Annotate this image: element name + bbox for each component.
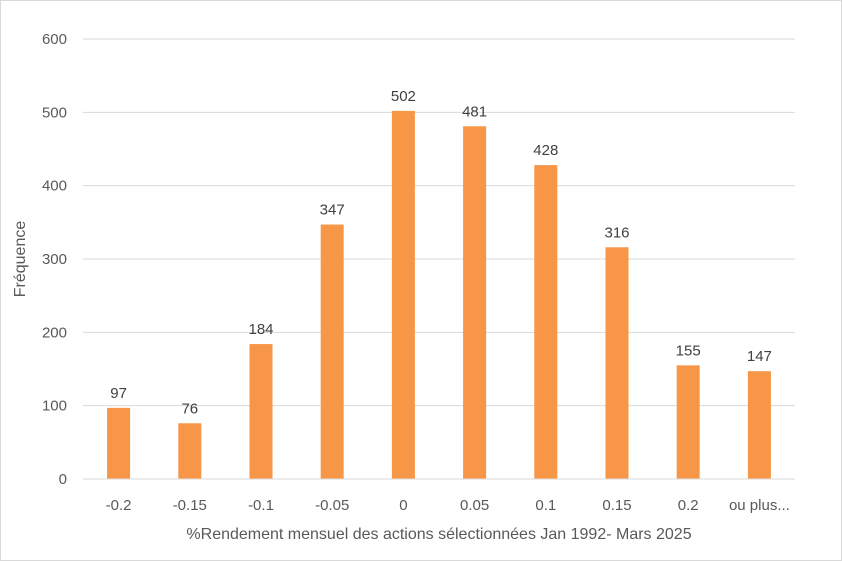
data-label-1: 76 — [181, 400, 198, 417]
y-tick-label: 200 — [42, 324, 67, 341]
y-tick-labels: 0 100 200 300 400 500 600 — [42, 31, 67, 488]
data-label-6: 428 — [533, 142, 558, 159]
x-tick-label-6: 0.1 — [535, 497, 556, 514]
bar-3 — [320, 224, 344, 479]
bar-6 — [534, 165, 558, 479]
x-tick-label-3: -0.05 — [315, 497, 349, 514]
x-tick-label-1: -0.15 — [173, 497, 207, 514]
bars — [107, 110, 771, 480]
x-tick-label-5: 0.05 — [460, 497, 489, 514]
x-tick-label-0: -0.2 — [106, 497, 132, 514]
x-tick-label-7: 0.15 — [602, 497, 631, 514]
data-label-4: 502 — [391, 88, 416, 105]
bar-4 — [391, 110, 415, 479]
x-tick-labels: -0.2 -0.15 -0.1 -0.05 0 0.05 0.1 0.15 0.2 ou plus… — [106, 497, 790, 514]
y-axis-title: Fréquence — [12, 221, 29, 298]
y-tick-label: 0 — [59, 471, 67, 488]
x-tick-label-4: 0 — [399, 497, 407, 514]
y-tick-label: 400 — [42, 178, 67, 195]
bar-2 — [249, 344, 273, 479]
x-tick-label-8: 0.2 — [678, 497, 699, 514]
bar-7 — [605, 247, 629, 479]
x-axis-title: %Rendement mensuel des actions sélection… — [186, 526, 691, 543]
bar-0 — [107, 407, 131, 479]
bar-1 — [178, 423, 202, 479]
y-tick-label: 600 — [42, 31, 67, 48]
bar-8 — [676, 365, 700, 479]
bar-5 — [463, 126, 487, 480]
x-tick-label-2: -0.1 — [248, 497, 274, 514]
gridlines — [83, 38, 795, 407]
data-label-9: 147 — [747, 348, 772, 365]
data-label-7: 316 — [604, 224, 629, 241]
y-tick-label: 100 — [42, 398, 67, 415]
data-label-2: 184 — [248, 321, 273, 338]
data-label-8: 155 — [676, 342, 701, 359]
x-tick-label-9: ou plus... — [729, 497, 790, 514]
data-label-3: 347 — [320, 202, 345, 219]
data-label-0: 97 — [110, 385, 127, 402]
bar-9 — [747, 371, 771, 479]
y-tick-label: 300 — [42, 251, 67, 268]
data-labels: 97 76 184 347 502 481 428 316 155 147 — [110, 88, 772, 417]
y-tick-label: 500 — [42, 104, 67, 121]
data-label-5: 481 — [462, 103, 487, 120]
